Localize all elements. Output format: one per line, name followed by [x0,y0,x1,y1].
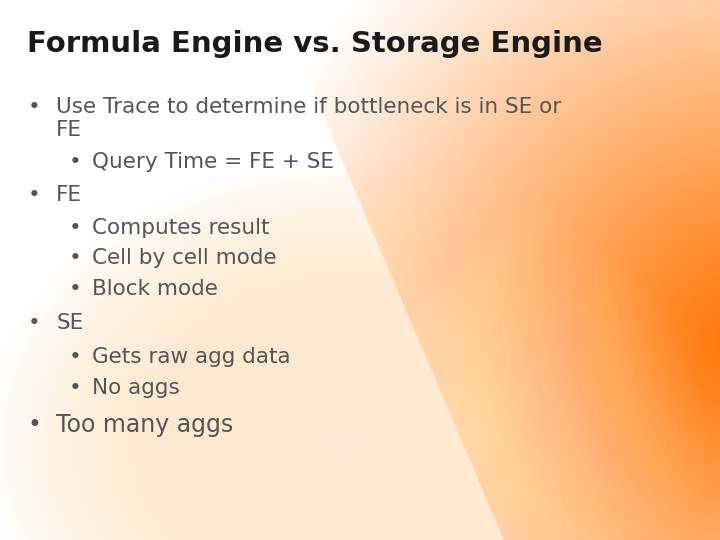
Text: FE: FE [56,185,82,205]
Text: No aggs: No aggs [92,378,180,398]
Text: •: • [68,152,81,172]
Text: •: • [27,97,40,117]
Text: •: • [68,248,81,268]
Text: Cell by cell mode: Cell by cell mode [92,248,276,268]
Text: Use Trace to determine if bottleneck is in SE or
FE: Use Trace to determine if bottleneck is … [56,97,562,140]
Polygon shape [0,0,504,540]
Text: •: • [27,413,41,437]
Text: Query Time = FE + SE: Query Time = FE + SE [92,152,334,172]
Text: •: • [27,313,40,333]
Text: Computes result: Computes result [92,218,270,238]
Text: •: • [68,218,81,238]
Text: •: • [68,347,81,367]
Text: SE: SE [56,313,84,333]
Text: •: • [68,378,81,398]
Text: Formula Engine vs. Storage Engine: Formula Engine vs. Storage Engine [27,30,603,58]
Text: Too many aggs: Too many aggs [56,413,233,437]
Text: Block mode: Block mode [92,279,218,299]
Text: Gets raw agg data: Gets raw agg data [92,347,291,367]
Text: •: • [27,185,40,205]
Text: •: • [68,279,81,299]
